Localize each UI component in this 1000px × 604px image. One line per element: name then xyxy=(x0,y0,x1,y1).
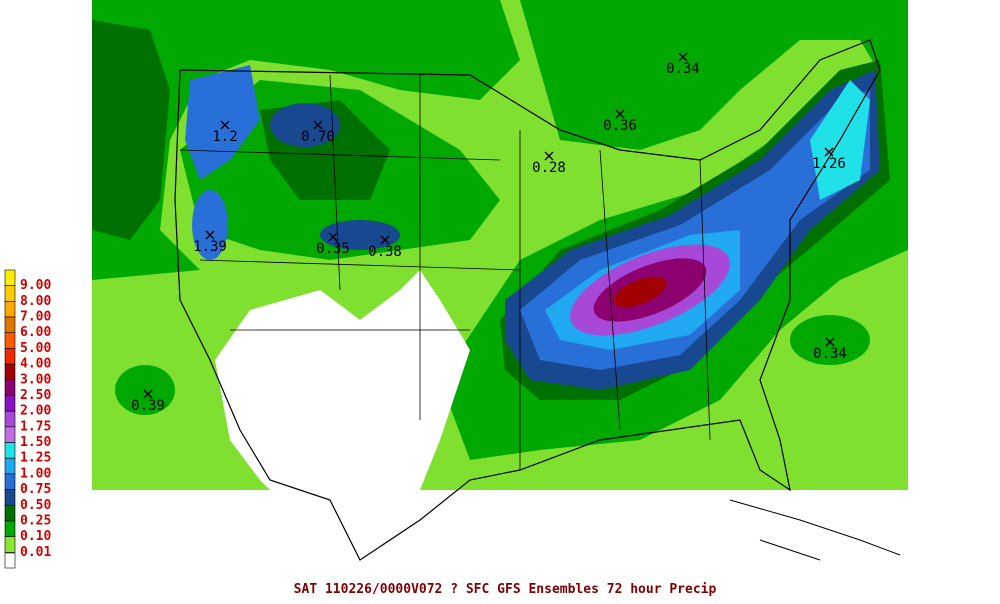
legend-swatch xyxy=(4,379,16,396)
legend-swatch xyxy=(4,504,16,522)
point-labels: 0.34 0.36 0.28 0.70 1.2 1.26 1.39 0.35 0.38 0.34 0… xyxy=(131,52,847,414)
point-marker xyxy=(328,232,338,242)
field-medium xyxy=(115,365,175,415)
field-dark xyxy=(92,20,170,240)
point-marker xyxy=(143,389,153,399)
legend-label: 0.75 xyxy=(20,482,51,497)
legend-label: 0.50 xyxy=(20,498,51,513)
legend-label: 7.00 xyxy=(20,310,51,325)
point-marker xyxy=(544,151,554,161)
coastline xyxy=(729,499,901,561)
field-none xyxy=(92,490,908,600)
legend-swatch xyxy=(4,348,16,365)
state-lines xyxy=(179,74,711,470)
legend-swatch xyxy=(4,442,16,459)
field-medium xyxy=(520,0,908,150)
legend-label: 1.25 xyxy=(20,451,51,466)
legend-label: 0.10 xyxy=(20,529,51,544)
legend-swatch xyxy=(4,395,16,412)
legend-swatch xyxy=(4,457,16,475)
legend-label: 0.25 xyxy=(20,513,51,528)
legend-swatch xyxy=(4,301,16,318)
legend-label: 2.50 xyxy=(20,388,51,403)
legend-label: 4.00 xyxy=(20,357,51,372)
legend-label: 9.00 xyxy=(20,278,51,293)
point-label: 1.2 xyxy=(212,129,237,145)
legend-swatch xyxy=(4,552,16,569)
legend-label: 1.50 xyxy=(20,435,51,450)
point-label: 0.28 xyxy=(532,160,566,176)
footer-title: SAT 110226/0000V072 ? SFC GFS Ensembles … xyxy=(294,582,717,597)
field-0-50 xyxy=(320,220,400,250)
point-label: 0.70 xyxy=(301,129,335,145)
point-marker xyxy=(205,230,215,240)
point-marker xyxy=(380,235,390,245)
legend-swatch xyxy=(4,426,16,443)
legend-swatch xyxy=(4,332,16,349)
point-label: 0.34 xyxy=(813,346,847,362)
legend-swatch xyxy=(4,363,16,381)
field-0-50 xyxy=(270,103,340,147)
legend-swatch xyxy=(4,410,16,428)
legend-label: 8.00 xyxy=(20,294,51,309)
legend-swatch xyxy=(4,316,16,334)
point-label: 0.36 xyxy=(603,118,637,134)
legend: 9.008.007.006.005.004.003.002.502.001.75… xyxy=(4,269,51,569)
point-label: 0.35 xyxy=(316,241,350,257)
point-label: 1.26 xyxy=(812,156,846,172)
point-label: 0.34 xyxy=(666,61,700,77)
legend-label: 0.01 xyxy=(20,545,51,560)
legend-label: 1.75 xyxy=(20,419,51,434)
point-marker xyxy=(678,52,688,62)
field-medium xyxy=(790,315,870,365)
field-3-00 xyxy=(613,276,667,308)
legend-swatch xyxy=(4,473,16,490)
point-label: 0.38 xyxy=(368,244,402,260)
legend-label: 3.00 xyxy=(20,372,51,387)
field-none xyxy=(215,270,470,560)
legend-swatch xyxy=(4,520,16,537)
legend-label: 6.00 xyxy=(20,325,51,340)
point-marker xyxy=(824,147,834,157)
legend-swatch xyxy=(4,489,16,506)
legend-swatch xyxy=(4,536,16,553)
field-0-75 xyxy=(192,190,228,260)
point-marker xyxy=(615,109,625,119)
legend-label: 1.00 xyxy=(20,466,51,481)
point-marker xyxy=(313,120,323,130)
legend-label: 2.00 xyxy=(20,404,51,419)
point-marker xyxy=(825,337,835,347)
country-outline xyxy=(174,39,881,561)
point-marker xyxy=(220,120,230,130)
legend-swatch xyxy=(4,285,16,302)
legend-label: 5.00 xyxy=(20,341,51,356)
point-label: 0.39 xyxy=(131,398,165,414)
point-label: 1.39 xyxy=(193,239,227,255)
legend-swatch xyxy=(4,269,16,286)
